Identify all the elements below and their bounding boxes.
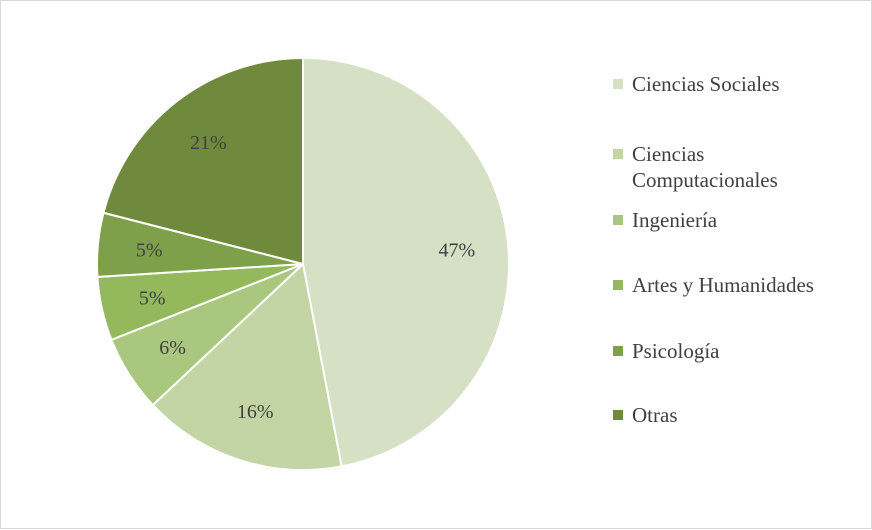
slice-label-5: 5% <box>136 239 163 261</box>
legend-swatch-6 <box>613 410 623 420</box>
legend-swatch-1 <box>613 79 623 89</box>
legend-label-2: Ciencias Computacionales <box>632 142 778 192</box>
legend-label-5: Psicología <box>632 339 720 363</box>
legend-item-4: Artes y Humanidades <box>613 272 863 298</box>
legend-swatch-3 <box>613 215 623 225</box>
legend-swatch-5 <box>613 346 623 356</box>
pie-slice-6 <box>102 56 304 266</box>
slice-label-1: 47% <box>438 239 475 261</box>
slice-label-4: 5% <box>139 288 166 310</box>
legend-item-1: Ciencias Sociales <box>613 71 863 97</box>
legend-item-6: Otras <box>613 402 863 428</box>
legend-item-3: Ingeniería <box>613 207 863 233</box>
legend-swatch-4 <box>613 280 623 290</box>
slice-label-3: 6% <box>159 337 186 359</box>
legend-item-2: Ciencias Computacionales <box>613 141 863 193</box>
legend-label-4: Artes y Humanidades <box>632 273 814 297</box>
slice-label-2: 16% <box>237 401 274 423</box>
legend-swatch-2 <box>613 149 623 159</box>
pie-slice-2 <box>151 262 343 471</box>
legend-item-5: Psicología <box>613 338 863 364</box>
legend-label-6: Otras <box>632 403 678 427</box>
legend-label-1: Ciencias Sociales <box>632 72 780 96</box>
legend-label-3: Ingeniería <box>632 208 718 232</box>
pie-slice-1 <box>302 56 510 468</box>
slice-label-6: 21% <box>190 132 227 154</box>
